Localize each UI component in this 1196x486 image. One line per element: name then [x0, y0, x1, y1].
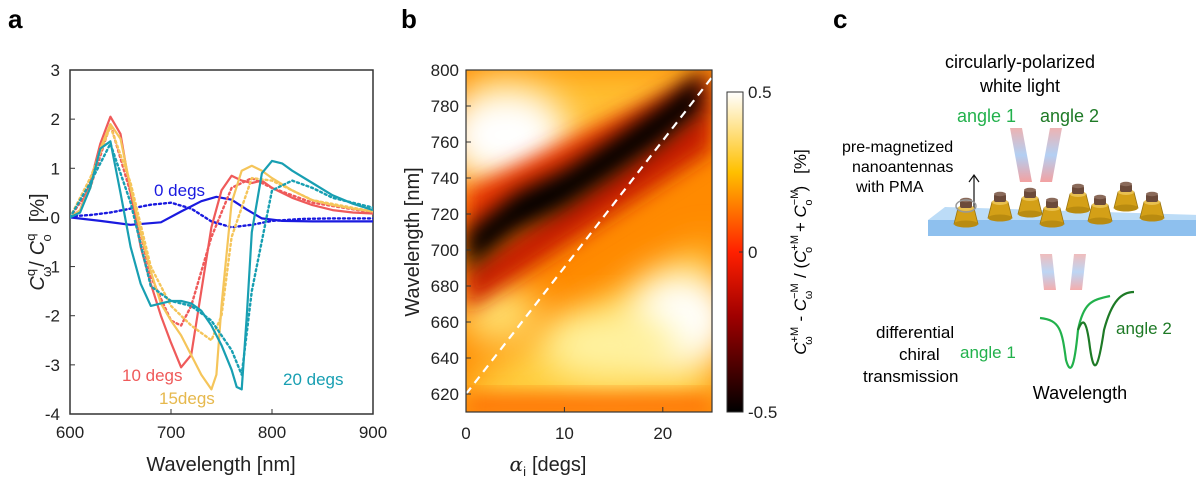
nanoantenna — [1065, 183, 1091, 214]
b-ytick-label: 760 — [431, 133, 459, 152]
b-ytick-label: 720 — [431, 205, 459, 224]
magnetization-ring-icon — [955, 199, 977, 213]
nanoantenna-array — [953, 181, 1165, 228]
svg-text:C+Mω - C−Mω / (C+Mo + C−Mo)[%]: C+M ω - C−M ω / (C+M o + C−M o)[%] — [789, 149, 815, 355]
diff-label-3: transmission — [863, 367, 958, 386]
panel-a-letter: a — [8, 4, 23, 34]
panel-c-letter: c — [833, 4, 847, 34]
nanoantenna — [1113, 181, 1139, 212]
nano-label-1: pre-magnetized — [842, 139, 953, 156]
nanoantenna — [987, 191, 1013, 222]
line-chart-frame — [69, 69, 374, 415]
a-xlabel: Wavelength [nm] — [146, 454, 295, 476]
a-xtick-label: 700 — [157, 423, 185, 442]
reference-dashed-line — [466, 76, 712, 395]
b-ytick-label: 680 — [431, 277, 459, 296]
heatmap-area — [466, 70, 712, 412]
a-ytick-label: 3 — [51, 61, 60, 80]
b-ytick-label: 660 — [431, 313, 459, 332]
b-ytick-label: 640 — [431, 349, 459, 368]
transmitted-beam-1 — [1040, 254, 1056, 290]
a-ytick-label: 0 — [51, 208, 60, 227]
colorbar-label: C+M ω - C−M ω / (C+M o + C−M o)[%] — [789, 149, 815, 355]
spectrum-angle-2 — [1076, 290, 1135, 367]
b-ytick-label: 800 — [431, 61, 459, 80]
nano-label-2: nanoantennas — [852, 159, 953, 176]
a-xtick-label: 800 — [258, 423, 286, 442]
nano-label-3: with PMA — [855, 179, 924, 196]
substrate — [928, 220, 1196, 236]
series-line-0-degs-dotted — [70, 201, 373, 229]
angle1-label: angle 1 — [957, 106, 1016, 126]
series-line-20-degs — [70, 140, 373, 391]
panel-b-letter: b — [401, 4, 417, 34]
b-ytick-label: 740 — [431, 169, 459, 188]
nanoantenna — [1017, 187, 1043, 218]
series-line-15degs-dotted — [70, 125, 373, 342]
colorbar-tick-label: -0.5 — [748, 403, 777, 422]
nanoantenna — [1039, 197, 1065, 228]
a-ytick-label: -2 — [45, 307, 60, 326]
b-ytick-label: 780 — [431, 97, 459, 116]
diff-label-2: chiral — [899, 345, 940, 364]
spectrum-angle1-label: angle 1 — [960, 343, 1016, 362]
angle2-label: angle 2 — [1040, 106, 1099, 126]
a-ytick-label: 1 — [51, 159, 60, 178]
svg-text:Cqω/Cqo[%]: Cqω/Cqo[%] — [23, 193, 54, 290]
dark-band — [466, 70, 703, 272]
nanoantenna — [1139, 191, 1165, 222]
a-ylabel: Cqω/Cqo[%] — [23, 193, 54, 290]
nanoantenna — [1087, 194, 1113, 225]
heatmap-frame — [465, 69, 713, 413]
a-ytick-label: -1 — [45, 258, 60, 277]
label-10-degs: 10 degs — [122, 366, 183, 385]
label-0-degs: 0 degs — [154, 181, 205, 200]
a-xtick-label: 600 — [56, 423, 84, 442]
heatmap-chart: 0 10 20 800 780 760 740 720 700 680 660 640 620 0.5 0… — [402, 61, 815, 479]
b-xlabel: αi [degs] — [510, 452, 587, 479]
a-ytick-label: -3 — [45, 356, 60, 375]
colorbar-tick-label: 0.5 — [748, 83, 772, 102]
b-ylabel: Wavelength [nm] — [402, 167, 424, 316]
b-ytick-label: 700 — [431, 241, 459, 260]
b-ytick-label: 620 — [431, 385, 459, 404]
incident-beam-1 — [1010, 128, 1032, 182]
label-15degs: 15degs — [159, 389, 215, 408]
spectrum-angle2-label: angle 2 — [1116, 319, 1172, 338]
wavelength-label: Wavelength — [1033, 383, 1127, 403]
spectrum-angle-1 — [1039, 294, 1111, 369]
schematic: circularly-polarized white light angle 1… — [842, 52, 1196, 403]
series-line-10-degs — [70, 115, 373, 369]
transmitted-beam-2 — [1070, 254, 1086, 290]
a-xtick-label: 900 — [359, 423, 387, 442]
b-xtick-label: 0 — [461, 424, 470, 443]
light-label-2: white light — [979, 76, 1060, 96]
incident-beam-2 — [1040, 128, 1062, 182]
series-line-20-degs-dotted — [70, 142, 373, 376]
label-20-degs: 20 degs — [283, 370, 344, 389]
a-ytick-label: 2 — [51, 110, 60, 129]
b-xtick-label: 20 — [653, 424, 672, 443]
diff-label-1: differential — [876, 323, 954, 342]
light-label-1: circularly-polarized — [945, 52, 1095, 72]
colorbar-tick-label: 0 — [748, 243, 757, 262]
b-xtick-label: 10 — [555, 424, 574, 443]
nanoantenna — [953, 197, 979, 228]
a-ytick-label: -4 — [45, 405, 60, 424]
